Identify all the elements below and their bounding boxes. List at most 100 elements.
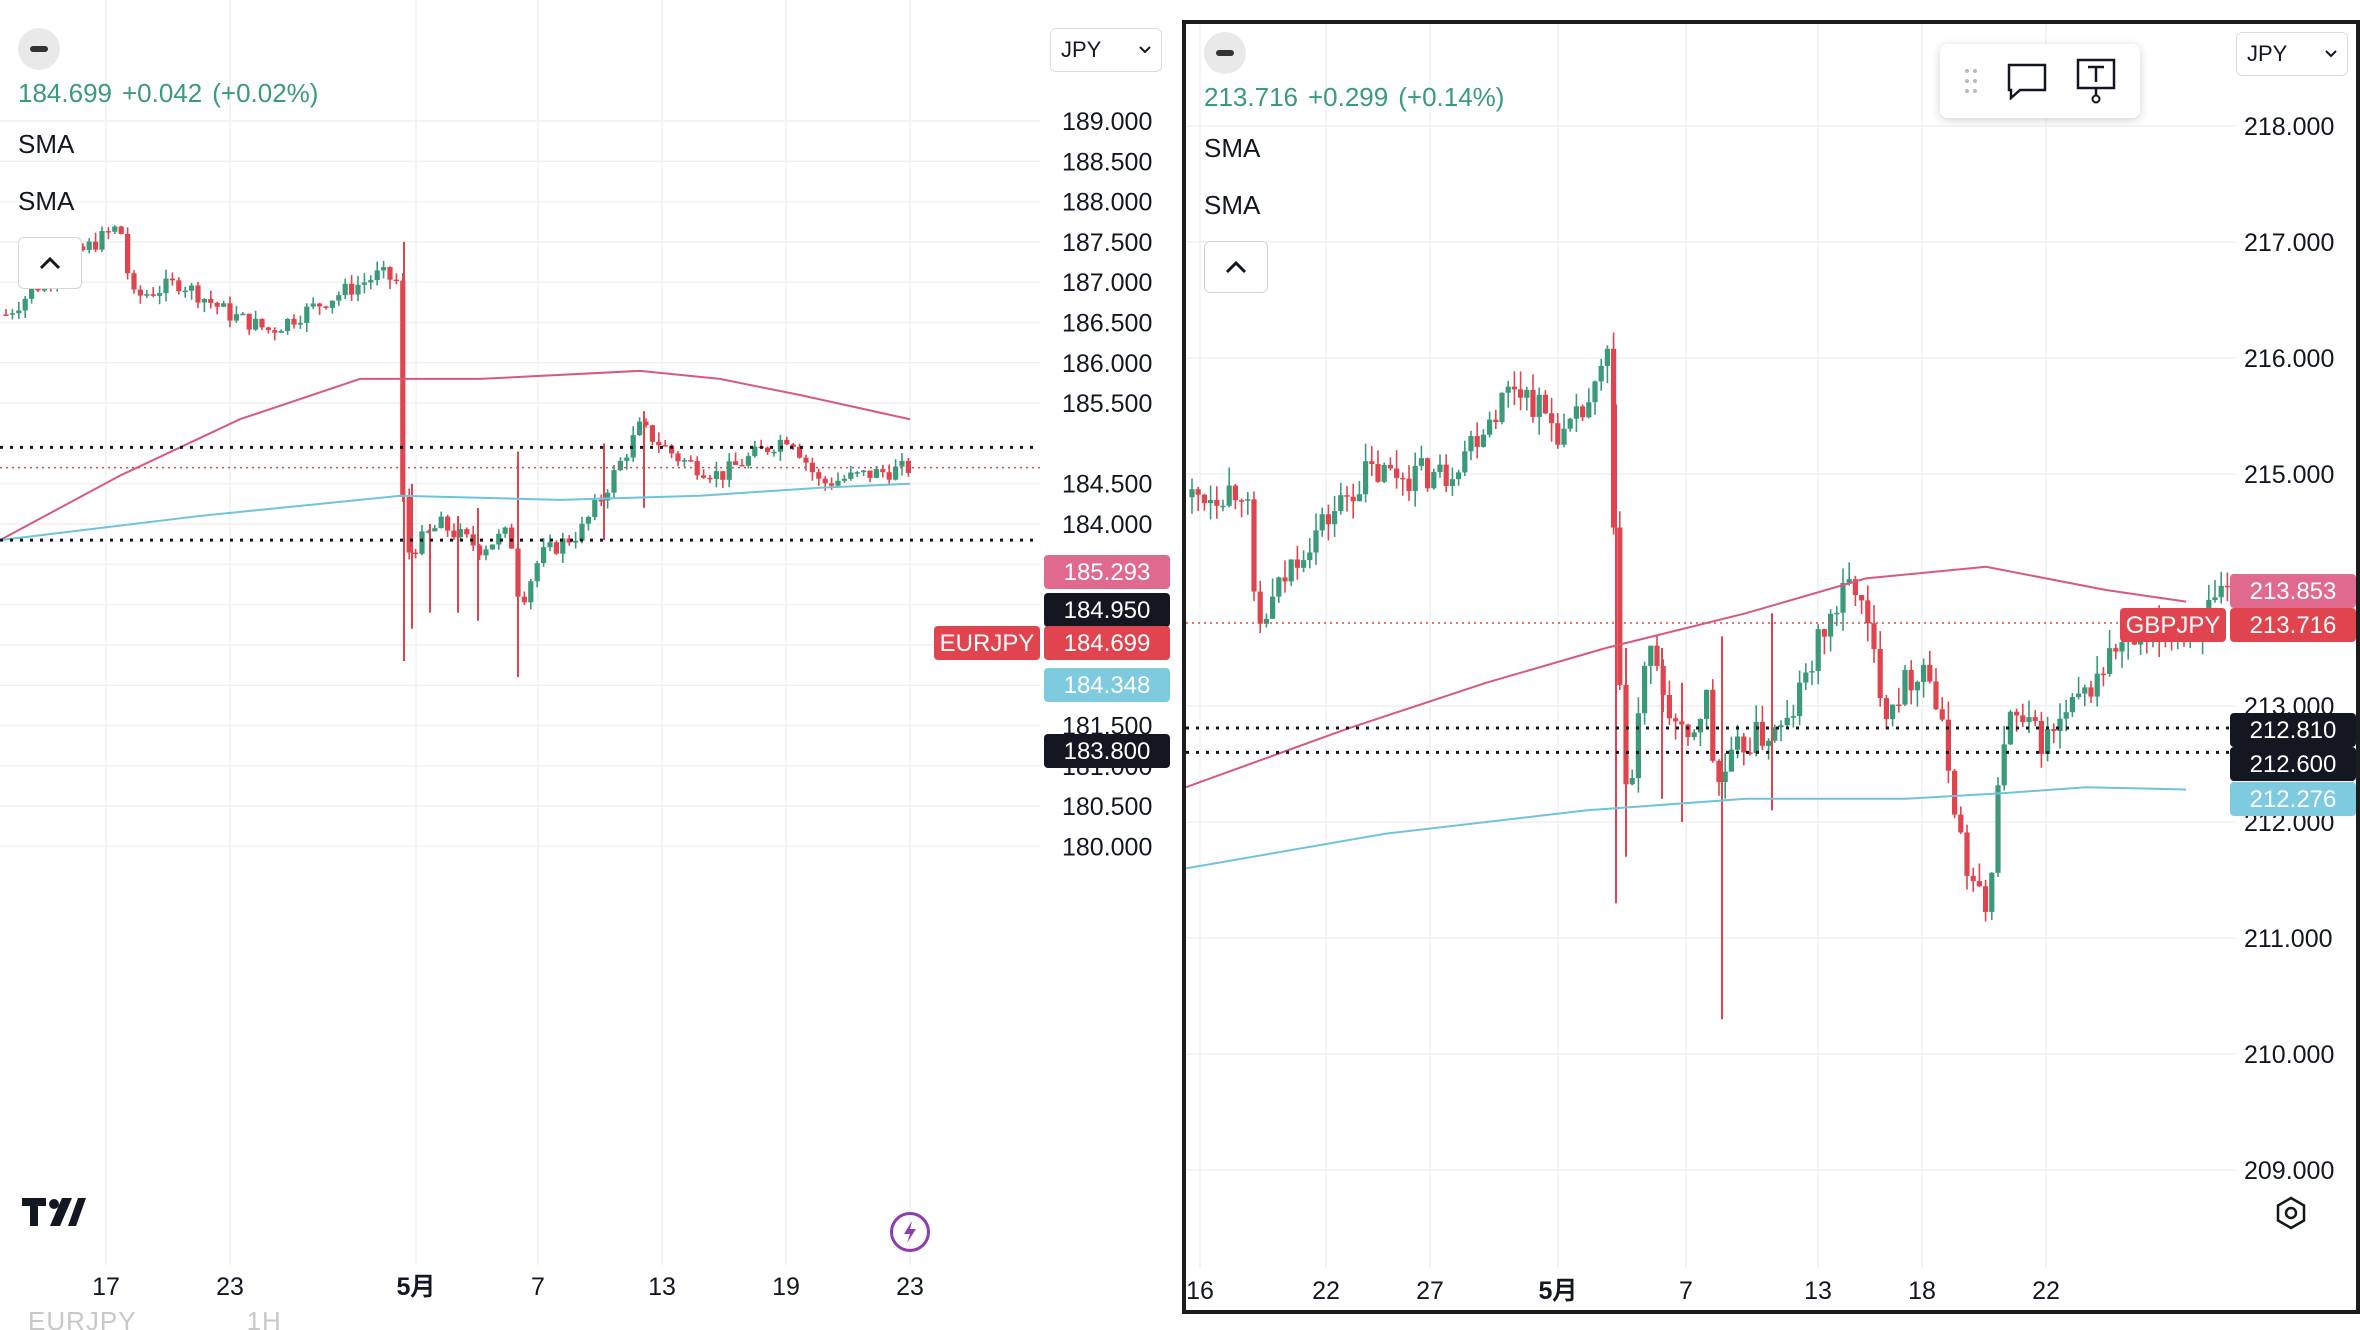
candle-body bbox=[841, 478, 847, 481]
bolt-icon[interactable] bbox=[890, 1212, 930, 1252]
candle-body bbox=[1555, 423, 1561, 445]
candle-body bbox=[1536, 394, 1542, 417]
candle-body bbox=[1716, 760, 1722, 783]
symbol-tag-bg bbox=[934, 626, 1040, 660]
sma-fast-line bbox=[1186, 786, 2187, 870]
indicator-sma-1[interactable]: SMA bbox=[18, 129, 75, 159]
chart-pane-gbpjpy[interactable]: 218.000 217.000 216.000 215.000 213.000 212.0… bbox=[1182, 20, 2360, 1314]
candle-body bbox=[1493, 419, 1499, 423]
chart-pane-eurjpy[interactable]: 189.000 188.500 188.000 187.500 187.000 186.5… bbox=[0, 0, 1178, 1330]
candle-body bbox=[445, 516, 451, 531]
currency-select-right[interactable]: JPY bbox=[2236, 32, 2348, 76]
candle-body bbox=[861, 470, 867, 473]
price-tag-level: 184.950 bbox=[1044, 593, 1170, 627]
candle-body bbox=[1561, 428, 1567, 445]
price-tag-last: 184.699 EURJPY bbox=[934, 626, 1170, 660]
candle-body bbox=[534, 563, 540, 582]
collapse-icon[interactable] bbox=[1204, 32, 1246, 74]
candle-body bbox=[317, 303, 323, 307]
sma-slow-line bbox=[1186, 565, 2187, 789]
indicator-sma-2[interactable]: SMA bbox=[18, 186, 75, 216]
candle-body bbox=[1313, 530, 1319, 553]
candle-body bbox=[1989, 872, 1995, 912]
tradingview-logo[interactable] bbox=[22, 1196, 86, 1230]
candle-body bbox=[272, 330, 278, 333]
candle-body bbox=[1369, 461, 1375, 465]
y-axis-tick-label: 216.000 bbox=[2244, 345, 2334, 373]
candle-body bbox=[1443, 464, 1449, 486]
indicator-sma-1[interactable]: SMA bbox=[1204, 133, 1261, 163]
candle-body bbox=[1691, 732, 1697, 738]
candle-body bbox=[790, 444, 796, 447]
candle-body bbox=[1976, 881, 1982, 887]
candle-body bbox=[880, 469, 886, 473]
candle-body bbox=[1363, 461, 1369, 495]
candle-body bbox=[323, 306, 329, 308]
candle-body bbox=[521, 596, 527, 603]
price-tag-label: 213.853 bbox=[2250, 578, 2337, 605]
legend-toggle-button[interactable] bbox=[1204, 241, 1268, 293]
candle-body bbox=[1332, 511, 1338, 525]
candle-body bbox=[214, 302, 220, 307]
chevron-down-icon bbox=[1139, 46, 1151, 54]
candle-body bbox=[1257, 591, 1263, 624]
candle-body bbox=[1666, 694, 1672, 719]
candle-body bbox=[1772, 727, 1778, 741]
candle-body bbox=[1840, 582, 1846, 613]
candle-body bbox=[1220, 505, 1226, 508]
candle-body bbox=[1704, 689, 1710, 719]
candle-body bbox=[304, 306, 310, 323]
price-tag-sma-slow: 213.853 bbox=[2230, 574, 2356, 608]
x-axis-tick-label: 23 bbox=[216, 1273, 244, 1301]
x-axis-tick-label: 7 bbox=[1679, 1277, 1693, 1305]
drag-handle-icon[interactable] bbox=[1963, 66, 1979, 96]
currency-select-left[interactable]: JPY bbox=[1050, 28, 1162, 72]
candle-body bbox=[1908, 669, 1914, 691]
candle-body bbox=[1753, 721, 1759, 754]
candle-body bbox=[1871, 623, 1877, 650]
y-axis-tick-label: 217.000 bbox=[2244, 229, 2334, 257]
candle-body bbox=[643, 421, 649, 426]
price-chart-gbpjpy[interactable]: 218.000217.000216.000215.000213.000212.0… bbox=[1186, 24, 2356, 1310]
x-axis-tick-label: 13 bbox=[1804, 1277, 1832, 1305]
candle-body bbox=[1958, 814, 1964, 833]
candle-body bbox=[624, 457, 630, 461]
comment-icon[interactable] bbox=[2006, 62, 2048, 100]
candle-body bbox=[1542, 394, 1548, 414]
candle-body bbox=[1518, 389, 1524, 398]
candle-body bbox=[1208, 500, 1214, 504]
x-axis-tick-label: 22 bbox=[1312, 1277, 1340, 1305]
candle-body bbox=[1890, 704, 1896, 720]
candle-body bbox=[1263, 618, 1269, 624]
candle-body bbox=[2069, 697, 2075, 713]
drawing-toolbar[interactable] bbox=[1940, 44, 2140, 118]
text-pin-icon[interactable] bbox=[2075, 58, 2117, 104]
price-tag-label: 184.950 bbox=[1064, 597, 1151, 624]
collapse-icon[interactable] bbox=[18, 28, 60, 70]
candle-body bbox=[1803, 672, 1809, 683]
indicator-sma-2[interactable]: SMA bbox=[1204, 190, 1261, 220]
y-axis-tick-label: 187.500 bbox=[1062, 229, 1152, 257]
candle-body bbox=[1834, 612, 1840, 615]
currency-label: JPY bbox=[1061, 37, 1102, 62]
footer-timeframe: 1H bbox=[246, 1306, 282, 1330]
candle-body bbox=[656, 441, 662, 446]
x-axis-tick-label: 7 bbox=[531, 1273, 545, 1301]
price-readout: 184.699 +0.042 (+0.02%) bbox=[18, 78, 328, 109]
candle-body bbox=[797, 446, 803, 458]
candle-body bbox=[822, 478, 828, 484]
x-axis-tick-label: 27 bbox=[1416, 1277, 1444, 1305]
candle-body bbox=[873, 469, 879, 478]
candle-body bbox=[1449, 479, 1455, 486]
candle-body bbox=[297, 322, 303, 325]
candle-body bbox=[368, 280, 374, 283]
price-chart-eurjpy[interactable]: 189.000 188.500 188.000 187.500 187.000 186.5… bbox=[0, 0, 1178, 1330]
candle-body bbox=[1728, 749, 1734, 772]
settings-icon[interactable] bbox=[2274, 1196, 2308, 1230]
candle-body bbox=[1425, 458, 1431, 489]
candle-body bbox=[1505, 386, 1511, 393]
candle-body bbox=[701, 475, 707, 478]
legend-toggle-button[interactable] bbox=[18, 237, 82, 289]
price-tag-bg bbox=[1044, 555, 1170, 589]
candle-body bbox=[3, 314, 9, 316]
